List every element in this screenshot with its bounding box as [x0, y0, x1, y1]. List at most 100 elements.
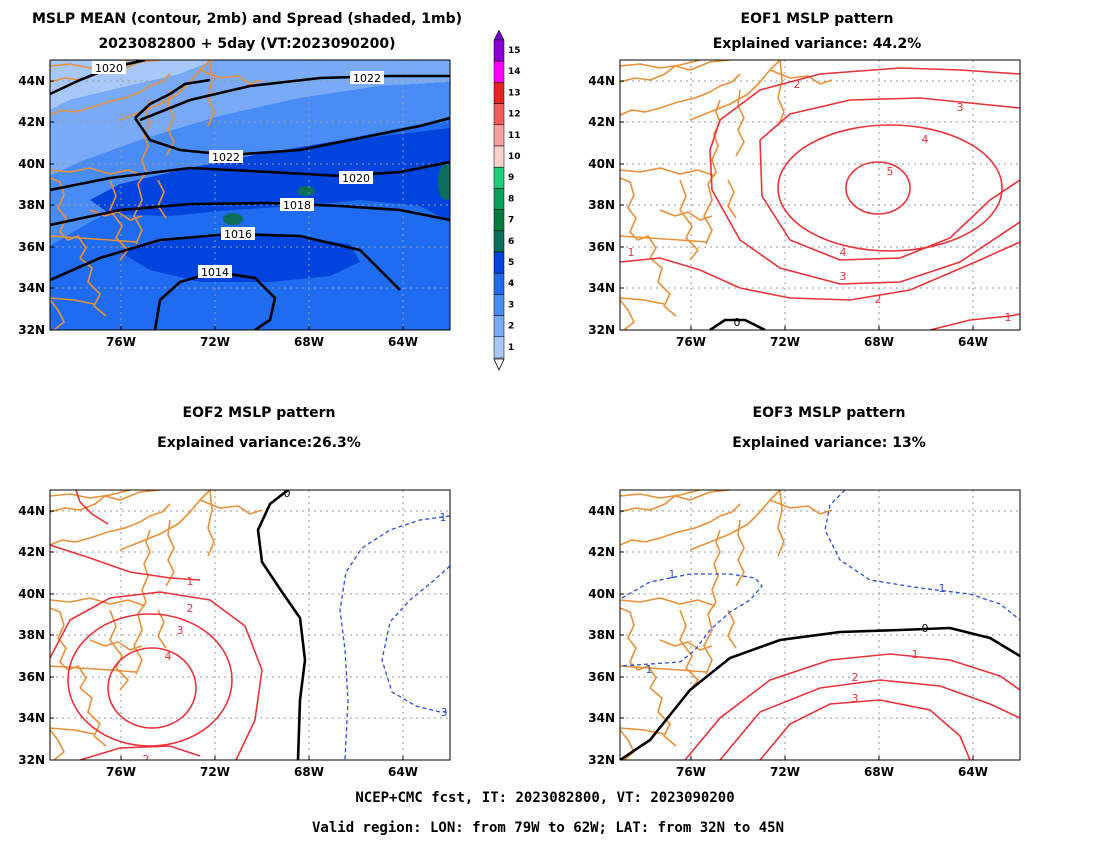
contour-label: 1016: [221, 227, 255, 241]
contour-label: 1020: [92, 61, 126, 75]
panel1-subtitle: 2023082800 + 5day (VT:2023090200): [98, 36, 395, 52]
contour-label: 1018: [280, 198, 314, 212]
panel-eof3: EOF3 MSLP pattern Explained variance: 13…: [619, 405, 1021, 761]
lat-tick-label: 32N: [18, 323, 45, 337]
lat-tick-label: 42N: [18, 545, 45, 559]
colorbar-swatch: [493, 82, 505, 104]
eof3-zero-contour: [620, 626, 1020, 760]
contour-label: 3: [177, 624, 184, 637]
colorbar-swatch: [493, 188, 505, 210]
svg-text:1016: 1016: [224, 228, 252, 241]
panel2-title: EOF1 MSLP pattern: [741, 11, 894, 27]
panel2-subtitle: Explained variance: 44.2%: [713, 36, 922, 52]
eof2-positive-contours: [50, 490, 263, 760]
svg-text:1022: 1022: [212, 151, 240, 164]
lon-tick-label: 68W: [864, 335, 894, 349]
colorbar-swatch: [493, 230, 505, 253]
colorbar-label: 9: [508, 173, 514, 183]
panel-mslp-mean-spread: MSLP MEAN (contour, 2mb) and Spread (sha…: [32, 11, 462, 331]
spread-shade-5mb: [90, 128, 450, 222]
panel3-gridlines: [50, 490, 450, 760]
lat-tick-label: 34N: [588, 711, 615, 725]
colorbar-swatch: [493, 294, 505, 316]
panel1-gridlines: [50, 60, 450, 330]
contour-label: 3: [957, 101, 964, 114]
spread-shade-2mb: [50, 60, 450, 176]
panel4-frame: [619, 489, 1021, 761]
eof2-negative-contours: [339, 515, 450, 760]
contour-label: 1: [628, 246, 635, 259]
contour-label: 1: [187, 575, 194, 588]
lat-tick-label: 40N: [588, 587, 615, 601]
colorbar-swatch: [493, 145, 505, 168]
lon-tick-label: 72W: [200, 765, 230, 779]
panel4-gridlines: [620, 490, 1020, 760]
eof3-positive-contours: [684, 653, 1020, 760]
lon-tick-label: 76W: [106, 335, 136, 349]
lat-tick-label: 32N: [588, 323, 615, 337]
contour-label: 3: [840, 270, 847, 283]
contour-label: 2: [794, 78, 801, 91]
panel2-frame: [619, 59, 1021, 331]
colorbar-swatch: [493, 60, 505, 83]
panel3-contour-labels: 1 2 3 4 0 1 3 2: [143, 487, 448, 760]
lat-tick-label: 44N: [18, 74, 45, 88]
panel3-frame: [49, 489, 451, 761]
svg-text:1020: 1020: [342, 172, 370, 185]
lat-tick-label: 32N: [588, 753, 615, 767]
panel3-map: 1 2 3 4 0 1 3 2: [50, 487, 450, 760]
lat-tick-label: 44N: [588, 74, 615, 88]
lon-tick-label: 76W: [676, 335, 706, 349]
colorbar-swatch: [493, 315, 505, 338]
lon-tick-label: 72W: [770, 335, 800, 349]
colorbar-swatch: [493, 272, 505, 295]
contour-label: 1: [646, 663, 653, 676]
lon-tick-label: 64W: [388, 335, 418, 349]
colorbar-label: 2: [508, 322, 514, 332]
colorbar-label: 14: [508, 67, 521, 77]
spread-colorbar: 15 14 13 12 11 10 9 8 7 6 5 4 3 2 1: [493, 29, 521, 371]
contour-label: 1: [440, 511, 447, 524]
contour-label: 1020: [339, 171, 373, 185]
spread-shade-1mb: [50, 60, 215, 110]
lon-tick-label: 68W: [294, 335, 324, 349]
panel1-frame: [49, 59, 451, 331]
lon-tick-label: 68W: [864, 765, 894, 779]
contour-label: 0: [734, 316, 741, 329]
lat-tick-label: 42N: [18, 115, 45, 129]
contour-label: 2: [875, 293, 882, 306]
panel4-title: EOF3 MSLP pattern: [753, 405, 906, 421]
svg-text:1020: 1020: [95, 62, 123, 75]
colorbar-label: 3: [508, 300, 514, 310]
lat-tick-label: 42N: [588, 545, 615, 559]
panel-eof2: EOF2 MSLP pattern Explained variance:26.…: [49, 405, 451, 761]
lat-tick-label: 36N: [18, 240, 45, 254]
svg-text:1018: 1018: [283, 199, 311, 212]
contour-label: 0: [284, 487, 291, 500]
lat-tick-label: 44N: [18, 504, 45, 518]
panel3-title: EOF2 MSLP pattern: [183, 405, 336, 421]
colorbar-label: 7: [508, 216, 514, 226]
panel4-map: 1 1 1 0 1 2 3: [620, 490, 1020, 760]
panel1-title: MSLP MEAN (contour, 2mb) and Spread (sha…: [32, 11, 462, 27]
lon-tick-label: 64W: [958, 765, 988, 779]
colorbar-top-arrow: [493, 29, 505, 41]
spread-shade-3mb: [50, 82, 450, 246]
contour-label: 2: [187, 602, 194, 615]
colorbar-label: 11: [508, 131, 521, 141]
lon-tick-label: 76W: [676, 765, 706, 779]
lat-tick-label: 34N: [588, 281, 615, 295]
lat-tick-label: 36N: [18, 670, 45, 684]
colorbar-swatch: [493, 103, 505, 126]
lat-tick-label: 38N: [588, 198, 615, 212]
lon-tick-label: 64W: [958, 335, 988, 349]
panel4-subtitle: Explained variance: 13%: [732, 435, 925, 451]
contour-label: 1022: [350, 71, 384, 85]
spread-shade-6mb-c: [438, 164, 450, 200]
lon-tick-label: 72W: [770, 765, 800, 779]
contour-label: 4: [840, 246, 847, 259]
colorbar-label: 12: [508, 110, 521, 120]
lat-tick-label: 34N: [18, 281, 45, 295]
lat-tick-label: 42N: [588, 115, 615, 129]
contour-label: 1022: [209, 150, 243, 164]
